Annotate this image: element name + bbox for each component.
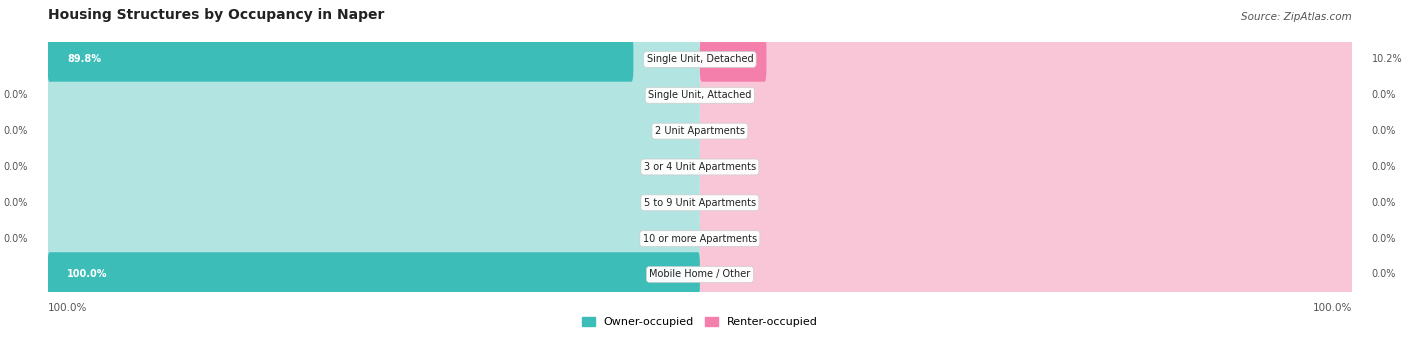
FancyBboxPatch shape xyxy=(700,37,1353,82)
Bar xyxy=(48,221,1353,256)
FancyBboxPatch shape xyxy=(48,181,700,225)
Bar xyxy=(48,77,1353,113)
FancyBboxPatch shape xyxy=(700,37,766,82)
Text: 0.0%: 0.0% xyxy=(1372,126,1396,136)
FancyBboxPatch shape xyxy=(48,37,633,82)
Text: 0.0%: 0.0% xyxy=(1372,269,1396,279)
Text: 3 or 4 Unit Apartments: 3 or 4 Unit Apartments xyxy=(644,162,756,172)
Text: Source: ZipAtlas.com: Source: ZipAtlas.com xyxy=(1241,12,1353,22)
FancyBboxPatch shape xyxy=(700,217,1353,261)
Text: Mobile Home / Other: Mobile Home / Other xyxy=(650,269,751,279)
Text: 0.0%: 0.0% xyxy=(4,198,28,208)
FancyBboxPatch shape xyxy=(48,109,700,153)
Bar xyxy=(48,149,1353,185)
Text: 0.0%: 0.0% xyxy=(4,90,28,100)
Text: 0.0%: 0.0% xyxy=(1372,198,1396,208)
Text: 5 to 9 Unit Apartments: 5 to 9 Unit Apartments xyxy=(644,198,756,208)
Text: 10 or more Apartments: 10 or more Apartments xyxy=(643,234,756,243)
FancyBboxPatch shape xyxy=(48,145,700,189)
Text: 100.0%: 100.0% xyxy=(48,303,87,313)
FancyBboxPatch shape xyxy=(48,37,700,82)
FancyBboxPatch shape xyxy=(700,73,1353,118)
FancyBboxPatch shape xyxy=(700,109,1353,153)
Bar xyxy=(48,185,1353,221)
FancyBboxPatch shape xyxy=(700,252,1353,297)
Text: 0.0%: 0.0% xyxy=(1372,90,1396,100)
FancyBboxPatch shape xyxy=(700,145,1353,189)
FancyBboxPatch shape xyxy=(48,217,700,261)
Text: 89.8%: 89.8% xyxy=(67,55,101,64)
Text: Single Unit, Detached: Single Unit, Detached xyxy=(647,55,754,64)
Text: Housing Structures by Occupancy in Naper: Housing Structures by Occupancy in Naper xyxy=(48,8,384,22)
Text: 0.0%: 0.0% xyxy=(4,162,28,172)
Text: 0.0%: 0.0% xyxy=(1372,162,1396,172)
Text: 100.0%: 100.0% xyxy=(1313,303,1353,313)
FancyBboxPatch shape xyxy=(48,252,700,297)
Text: 0.0%: 0.0% xyxy=(1372,234,1396,243)
Text: 0.0%: 0.0% xyxy=(4,126,28,136)
Legend: Owner-occupied, Renter-occupied: Owner-occupied, Renter-occupied xyxy=(576,313,823,332)
Text: 10.2%: 10.2% xyxy=(1372,55,1402,64)
Text: 0.0%: 0.0% xyxy=(4,234,28,243)
Bar xyxy=(48,42,1353,77)
Text: 100.0%: 100.0% xyxy=(67,269,108,279)
FancyBboxPatch shape xyxy=(48,252,700,297)
Bar xyxy=(48,256,1353,292)
FancyBboxPatch shape xyxy=(700,181,1353,225)
Text: Single Unit, Attached: Single Unit, Attached xyxy=(648,90,752,100)
Bar xyxy=(48,113,1353,149)
FancyBboxPatch shape xyxy=(48,73,700,118)
Text: 2 Unit Apartments: 2 Unit Apartments xyxy=(655,126,745,136)
